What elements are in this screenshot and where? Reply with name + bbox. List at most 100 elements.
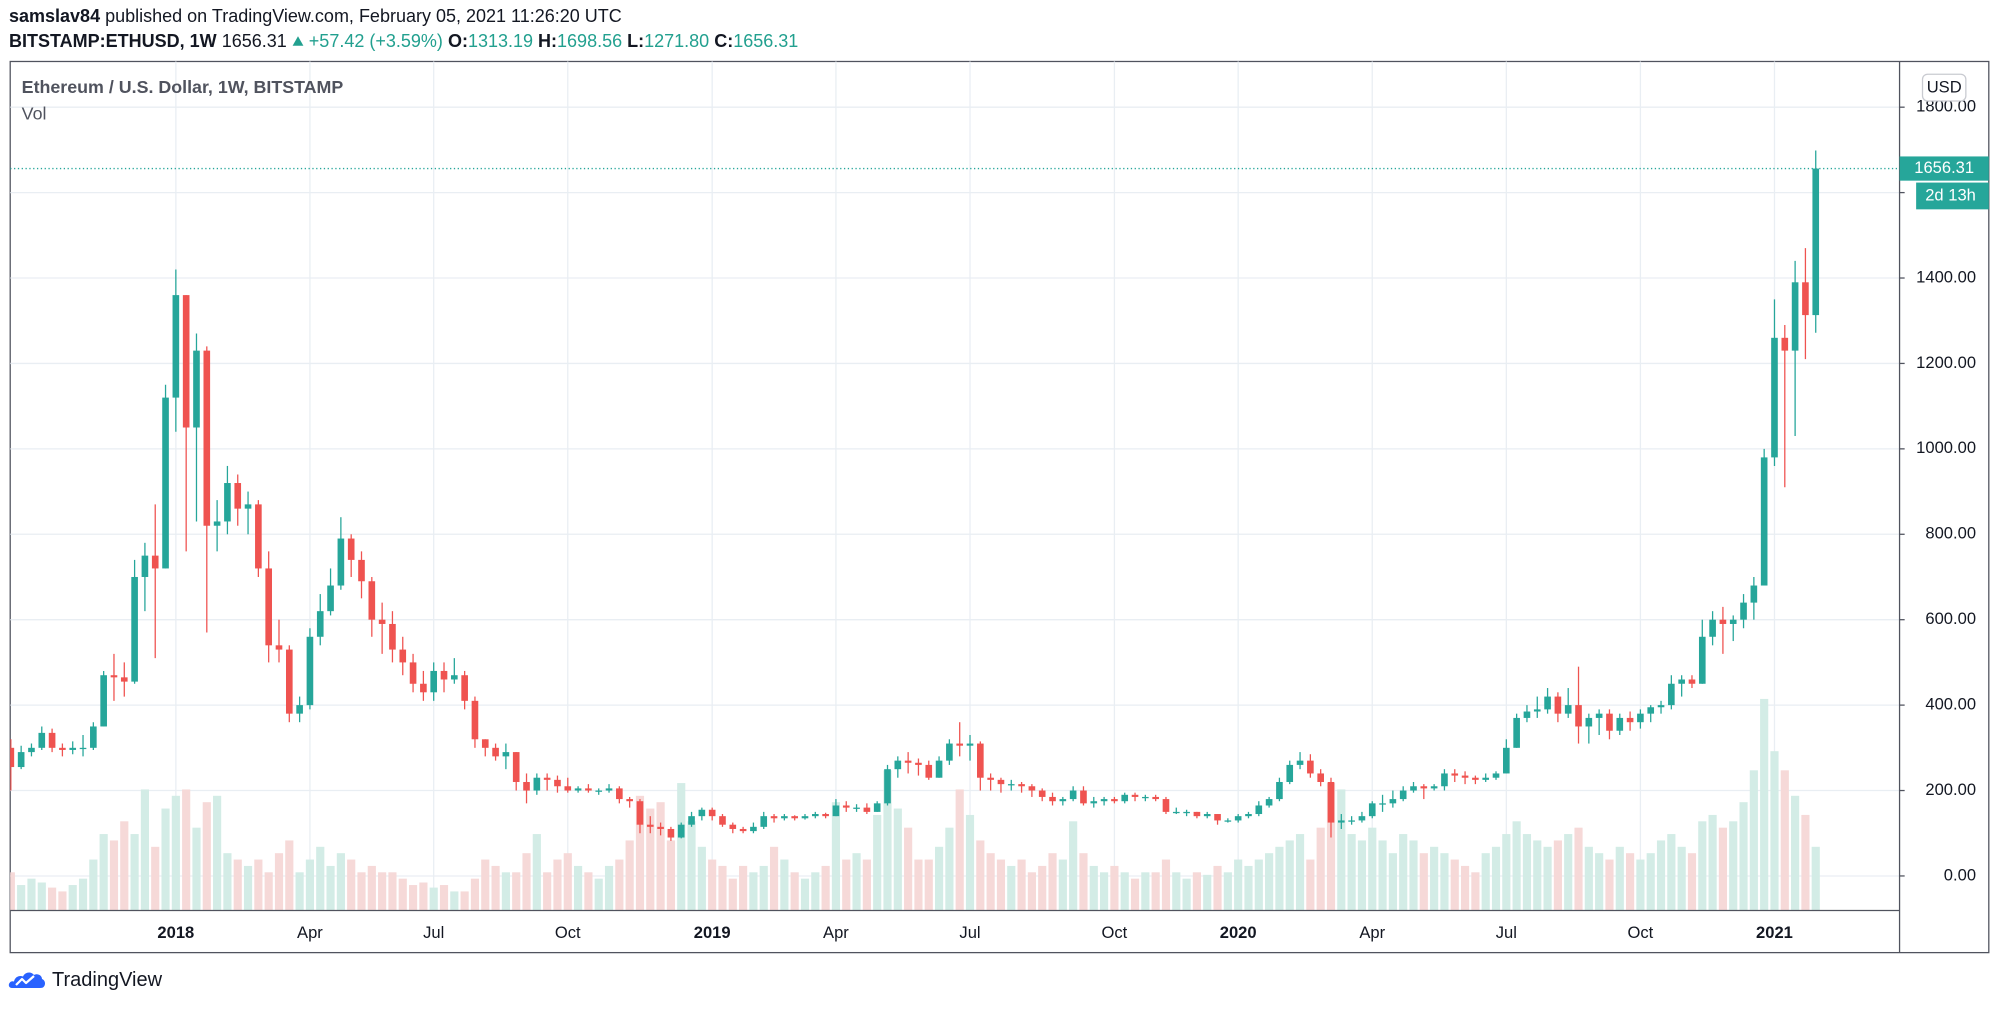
- volume-bar: [1791, 795, 1800, 911]
- candle-body: [770, 816, 778, 819]
- volume-bar: [1636, 859, 1645, 911]
- volume-label: Vol: [22, 104, 47, 124]
- volume-bar: [1801, 814, 1810, 911]
- volume-bar: [1326, 783, 1336, 911]
- candle-body: [1276, 781, 1283, 800]
- volume-bar: [1729, 821, 1738, 911]
- volume-bar: [388, 872, 397, 911]
- volume-bar: [182, 789, 191, 911]
- publish-line: samslav84 published on TradingView.com, …: [9, 6, 622, 27]
- footer: TradingView: [8, 968, 162, 992]
- candle-body: [1781, 337, 1789, 351]
- candle-body: [832, 805, 840, 817]
- candle-body: [100, 675, 107, 727]
- volume-bar: [89, 859, 98, 911]
- volume-bar: [408, 885, 418, 911]
- candle-body: [420, 683, 427, 693]
- change: +57.42: [308, 31, 365, 51]
- volume-bar: [1718, 827, 1727, 911]
- candle-body: [1585, 717, 1593, 727]
- candle-body: [904, 760, 912, 763]
- candle-body: [1760, 457, 1768, 586]
- volume-bar: [512, 872, 521, 911]
- candle-body: [1379, 803, 1386, 805]
- candle-body: [1595, 713, 1603, 718]
- candle-body: [141, 555, 149, 577]
- candle-body: [1637, 713, 1644, 723]
- volume-bar: [223, 853, 232, 911]
- volume-bar: [656, 802, 665, 911]
- candle-body: [1337, 820, 1345, 823]
- x-tick-label: Jul: [423, 923, 444, 942]
- candle-body: [347, 538, 355, 560]
- candle-body: [873, 803, 881, 812]
- volume-bar: [635, 795, 645, 911]
- candle-body: [1131, 794, 1139, 797]
- candle-body: [378, 619, 386, 624]
- candle-body: [48, 732, 56, 748]
- volume-bar: [1223, 872, 1232, 911]
- volume-bar: [460, 891, 469, 911]
- volume-bar: [1646, 853, 1655, 911]
- volume-bar: [1161, 859, 1171, 911]
- volume-bar: [1316, 827, 1325, 911]
- volume-bar: [852, 853, 861, 911]
- volume-bar: [1419, 853, 1428, 911]
- volume-bar: [625, 840, 634, 911]
- candle-body: [708, 809, 716, 817]
- volume-bar: [1584, 846, 1593, 911]
- candle-body: [1296, 760, 1304, 765]
- candle-body: [296, 705, 303, 714]
- volume-bar: [604, 865, 614, 911]
- candle-body: [1111, 799, 1118, 802]
- volume-bar: [1811, 846, 1820, 911]
- volume-bar: [697, 846, 706, 911]
- volume-bar: [481, 859, 490, 911]
- candle-body: [1420, 786, 1428, 789]
- volume-bar: [1656, 840, 1666, 911]
- candle-body: [1069, 790, 1077, 800]
- volume-bar: [1512, 821, 1521, 911]
- x-tick-label: Oct: [1102, 923, 1128, 942]
- candle-body: [1513, 717, 1520, 748]
- candle-body: [28, 747, 35, 753]
- volume-bar: [130, 834, 139, 911]
- candle-body: [409, 662, 417, 684]
- volume-bar: [1110, 865, 1119, 911]
- candle-body: [956, 743, 964, 746]
- volume-bar: [1120, 872, 1129, 911]
- symbol-line: BITSTAMP:ETHUSD, 1W 1656.31 +57.42 (+3.5…: [9, 31, 798, 52]
- volume-bar: [357, 872, 366, 911]
- volume-bar: [78, 878, 88, 911]
- candle-body: [1245, 814, 1252, 817]
- volume-bar: [1048, 853, 1057, 911]
- plot-area: [10, 150, 1900, 911]
- volume-bar: [718, 865, 727, 911]
- volume-bar: [1275, 846, 1284, 911]
- candle-body: [1616, 717, 1624, 731]
- volume-bar: [1089, 865, 1098, 911]
- candle-body: [1523, 711, 1531, 718]
- volume-bar: [924, 859, 933, 911]
- candle-body: [1038, 790, 1046, 797]
- volume-bar: [1770, 751, 1779, 911]
- candle-body: [1348, 820, 1355, 822]
- volume-bar: [759, 865, 768, 911]
- volume-bar: [254, 859, 263, 911]
- candle-body: [616, 788, 623, 800]
- volume-bar: [1626, 853, 1635, 911]
- volume-bar: [161, 808, 170, 911]
- chart-title: Ethereum / U.S. Dollar, 1W, BITSTAMP: [22, 77, 344, 97]
- candle-body: [1575, 705, 1582, 727]
- volume-bar: [439, 885, 449, 911]
- volume-bar: [1234, 859, 1243, 911]
- volume-bar: [800, 878, 810, 911]
- candle-body: [1399, 790, 1407, 800]
- candle-body: [110, 675, 118, 678]
- candle-body: [1317, 773, 1324, 782]
- volume-bar: [615, 859, 624, 911]
- volume-bar: [914, 859, 923, 911]
- volume-bar: [1285, 840, 1294, 911]
- open-key: O:: [447, 31, 468, 51]
